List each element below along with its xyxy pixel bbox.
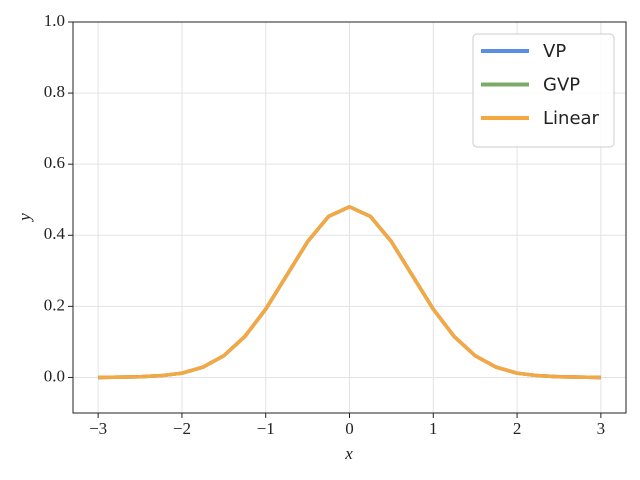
- y-tick-label: 0.8: [44, 82, 65, 101]
- y-tick-label: 0.4: [44, 224, 66, 243]
- x-tick-label: −2: [173, 419, 191, 438]
- y-tick-label: 0.0: [44, 366, 65, 385]
- x-axis-label: x: [344, 444, 353, 463]
- x-tick-label: −1: [257, 419, 275, 438]
- legend: VP GVP Linear: [472, 33, 615, 148]
- legend-label: VP: [543, 41, 566, 62]
- y-tick-label: 1.0: [44, 11, 65, 30]
- y-axis-label: y: [15, 213, 34, 223]
- x-tick-label: −3: [89, 419, 107, 438]
- x-tick-label: 1: [429, 419, 438, 438]
- line-series: [98, 205, 601, 380]
- legend-label: Linear: [543, 108, 600, 129]
- plot-frame: [72, 21, 627, 414]
- y-tick-label: 0.6: [44, 153, 65, 172]
- x-tick-label: 3: [597, 419, 606, 438]
- y-tick-label: 0.2: [44, 295, 65, 314]
- legend-label: GVP: [543, 75, 580, 96]
- x-tick-label: 2: [513, 419, 522, 438]
- x-tick-label: 0: [345, 419, 354, 438]
